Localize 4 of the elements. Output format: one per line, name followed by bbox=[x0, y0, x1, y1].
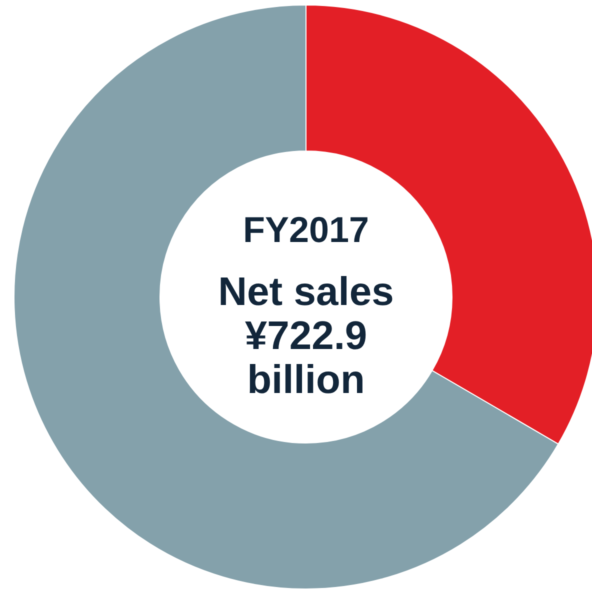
text: billion bbox=[247, 358, 365, 402]
text: ¥722.9 bbox=[244, 314, 368, 358]
text: FY2017 bbox=[242, 209, 370, 250]
text: Net sales bbox=[218, 270, 394, 314]
